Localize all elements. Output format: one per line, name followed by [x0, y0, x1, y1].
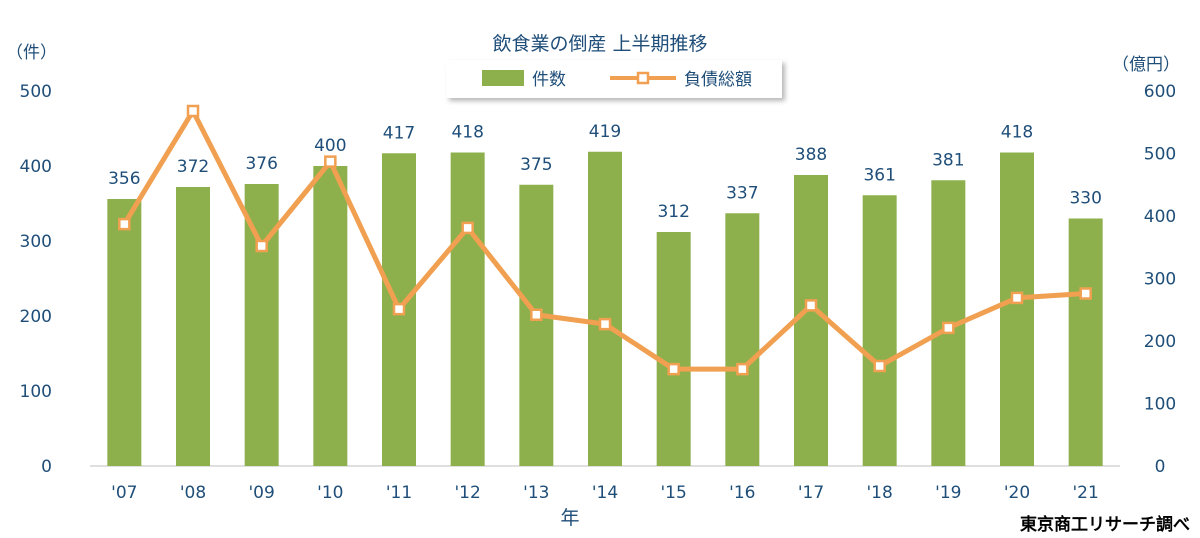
x-tick-label: '20 — [1004, 483, 1030, 503]
line-point — [804, 299, 818, 312]
bar-data-label: 417 — [383, 123, 415, 143]
bar-data-label: 330 — [1069, 189, 1101, 209]
x-tick-label: '12 — [455, 483, 481, 503]
bar — [862, 195, 897, 466]
right-axis-ticks: 0 100 200 300 400 500 600 — [1144, 82, 1176, 477]
line-point — [118, 217, 131, 231]
bar — [656, 232, 691, 466]
left-tick-label: 400 — [20, 157, 52, 177]
x-tick-label: '16 — [729, 483, 755, 503]
bar — [588, 151, 622, 466]
line-point — [598, 317, 612, 331]
right-tick-label: 500 — [1144, 145, 1176, 165]
x-tick-label: '14 — [592, 483, 618, 503]
line-series — [118, 104, 1092, 376]
line-point — [255, 239, 268, 253]
line-point — [186, 104, 200, 118]
bar-data-label: 312 — [657, 202, 689, 222]
bar-data-labels: 356 372 376 400 417 418 375 419 312 337 388 361 381 4… — [108, 122, 1102, 222]
right-tick-label: 400 — [1144, 207, 1176, 227]
bar — [1000, 152, 1034, 466]
left-tick-label: 100 — [20, 382, 52, 402]
bar-data-label: 376 — [245, 154, 277, 174]
legend-line-label: 負債総額 — [684, 70, 752, 90]
x-tick-label: '11 — [386, 483, 412, 503]
chart-title: 飲食業の倒産 上半期推移 — [492, 33, 707, 55]
legend-bar-label: 件数 — [532, 70, 566, 90]
legend-line-marker — [636, 71, 650, 85]
line-point — [530, 308, 543, 321]
left-tick-label: 500 — [20, 82, 52, 102]
line-point — [1010, 291, 1024, 305]
x-tick-label: '15 — [661, 483, 687, 503]
line-point — [461, 221, 474, 235]
bar-data-label: 361 — [863, 165, 895, 185]
x-axis-label: 年 — [560, 507, 579, 529]
line-point — [736, 362, 749, 376]
left-tick-label: 0 — [41, 457, 52, 477]
x-tick-label: '21 — [1073, 483, 1099, 503]
x-tick-label: '19 — [935, 483, 961, 503]
bar-data-label: 375 — [520, 155, 552, 175]
line-point — [667, 362, 680, 376]
bar-data-label: 356 — [108, 169, 140, 189]
bar — [450, 152, 485, 466]
bar-data-label: 337 — [726, 183, 758, 203]
left-axis-unit: （件） — [6, 43, 57, 63]
legend: 件数 負債総額 — [446, 60, 782, 98]
bar — [107, 199, 142, 466]
bar-data-label: 381 — [932, 150, 964, 170]
x-tick-label: '13 — [523, 483, 549, 503]
right-tick-label: 0 — [1155, 457, 1166, 477]
left-tick-label: 200 — [20, 307, 52, 327]
bar — [176, 187, 210, 466]
bar — [1068, 218, 1103, 466]
line-point — [1079, 287, 1092, 300]
right-axis-unit: （億円） — [1112, 55, 1180, 75]
left-tick-label: 300 — [20, 232, 52, 252]
x-tick-label: '18 — [867, 483, 893, 503]
right-tick-label: 100 — [1144, 395, 1176, 415]
source-note: 東京商工リサーチ調べ — [1020, 514, 1190, 535]
legend-bar-swatch — [482, 70, 524, 86]
right-tick-label: 600 — [1144, 82, 1176, 102]
line-point — [392, 302, 406, 316]
x-axis-ticks: '07 '08 '09 '10 '11 '12 '13 '14 '15 '16 '17 '18 '19 '… — [111, 483, 1099, 503]
bar-data-label: 388 — [795, 145, 827, 165]
line-point — [873, 359, 886, 373]
bar — [794, 175, 828, 466]
bar-data-label: 418 — [1001, 123, 1033, 143]
bar-data-label: 419 — [589, 122, 621, 142]
x-tick-label: '17 — [798, 483, 824, 503]
bar-series — [107, 151, 1103, 466]
x-tick-label: '09 — [249, 483, 275, 503]
bar-data-label: 372 — [177, 157, 209, 177]
left-axis-ticks: 0 100 200 300 400 500 — [20, 82, 52, 477]
bar — [519, 184, 554, 466]
bar — [313, 166, 348, 466]
right-tick-label: 300 — [1144, 270, 1176, 290]
line-point — [942, 321, 955, 335]
right-tick-label: 200 — [1144, 332, 1176, 352]
x-tick-label: '10 — [317, 483, 343, 503]
line-point — [324, 155, 337, 168]
x-tick-label: '08 — [180, 483, 206, 503]
bar — [725, 213, 760, 466]
bar-data-label: 400 — [314, 136, 346, 156]
x-tick-label: '07 — [111, 483, 137, 503]
bar-data-label: 418 — [451, 123, 483, 143]
